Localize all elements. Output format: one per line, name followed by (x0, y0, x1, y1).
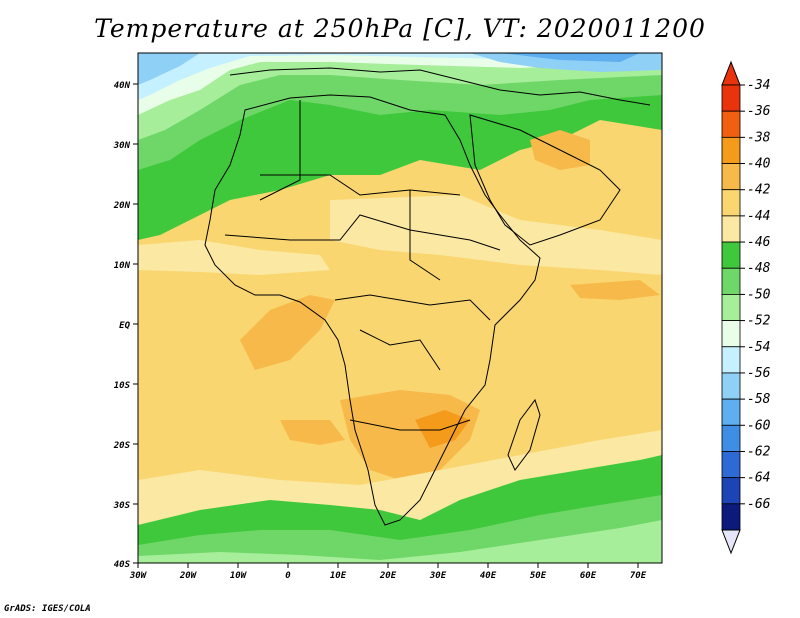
lat-tick-label: 10N (114, 261, 131, 271)
colorbar-cell (721, 267, 741, 295)
colorbar-cell (721, 503, 741, 531)
field-band-north-pale (138, 53, 662, 140)
lon-tick-labels: 30W 20W 10W 0 10E 20E 30E 40E 50E 60E 70… (129, 571, 647, 581)
colorbar-label: -54 (747, 340, 770, 355)
colorbar-cell (721, 215, 741, 243)
border-central (334, 294, 491, 321)
colorbar-cell (721, 372, 741, 400)
colorbar-cell (721, 477, 741, 505)
colorbar: -34 -36 -38 -40 -42 -44 -46 -48 -50 -52 -54 -56 -58 -… (721, 60, 771, 555)
colorbar-label: -48 (747, 261, 771, 276)
colorbar-label: -36 (747, 104, 771, 119)
field-band-north-blue (138, 53, 200, 85)
arabia-coastline (469, 114, 621, 246)
border-congo (359, 329, 441, 371)
lat-tick-label: 10S (114, 381, 131, 391)
field-band-south-pale (138, 520, 662, 563)
colorbar-label: -58 (747, 392, 771, 407)
colorbar-label: -34 (747, 78, 770, 93)
coastlines (204, 67, 651, 526)
lat-tick-label: 20N (113, 201, 131, 211)
lon-tick-label: 0 (285, 571, 291, 581)
colorbar-bottom-arrow (721, 529, 741, 555)
temperature-field (138, 53, 662, 563)
lon-tick-label: 50E (530, 571, 547, 581)
field-warm-gulf-guinea (240, 295, 335, 370)
colorbar-cell (721, 136, 741, 164)
madagascar-coastline (507, 398, 541, 471)
lat-tick-label: 20S (113, 441, 131, 451)
field-warm-east (570, 280, 660, 300)
lat-tick-label: 30N (113, 141, 131, 151)
lon-tick-label: 20W (179, 571, 198, 581)
field-tropics-pale-west (138, 240, 330, 275)
colorbar-label: -62 (747, 444, 771, 459)
field-tropics-pale-central (330, 195, 662, 275)
colorbar-cell (721, 110, 741, 138)
colorbar-label: -52 (747, 314, 771, 329)
lat-tick-label: 40N (114, 81, 131, 91)
lon-tick-label: 10W (230, 571, 248, 581)
colorbar-cell (721, 320, 741, 348)
lat-tick-label: 40S (114, 560, 131, 570)
colorbar-top-arrow (721, 60, 741, 86)
colorbar-label: -44 (747, 209, 770, 224)
colorbar-label: -42 (747, 183, 771, 198)
lon-tick-label: 10E (330, 571, 347, 581)
plot-frame (137, 52, 663, 564)
border-west-vertical (259, 100, 301, 201)
map-title: Temperature at 250hPa [C], VT: 202001120… (94, 14, 706, 43)
colorbar-cell (721, 163, 741, 191)
colorbar-label: -50 (747, 287, 771, 302)
field-warm-south-atlantic (280, 420, 345, 445)
field-band-north-lightgreen (138, 53, 662, 170)
colorbar-cell (721, 294, 741, 321)
colorbar-cell (721, 241, 741, 269)
credit-text: GrADS: IGES/COLA (4, 604, 91, 614)
lon-tick-label: 60E (580, 571, 597, 581)
colorbar-label: -46 (747, 235, 771, 250)
colorbar-label: -60 (747, 418, 771, 433)
lon-tick-label: 70E (630, 571, 647, 581)
field-band-ne-darkblue (500, 53, 640, 62)
colorbar-cell (721, 84, 741, 112)
colorbar-cell (721, 346, 741, 374)
lon-tick-label: 40E (480, 571, 497, 581)
lon-tick-label: 20E (379, 571, 397, 581)
colorbar-cell (721, 189, 741, 217)
lon-tick-label: 30E (429, 571, 447, 581)
africa-coastline (204, 94, 541, 526)
border-north-africa (260, 174, 461, 196)
border-sudan (409, 190, 441, 281)
colorbar-label: -66 (747, 497, 771, 512)
colorbar-label: -64 (747, 471, 770, 486)
colorbar-label: -40 (747, 157, 771, 172)
lat-tick-label: EQ (119, 321, 130, 331)
lat-tick-label: 30S (113, 501, 131, 511)
border-sahel (224, 214, 501, 251)
colorbar-cell (721, 398, 741, 426)
colorbar-label: -38 (747, 130, 771, 145)
lat-tick-labels: 40N 30N 20N 10N EQ 10S 20S 30S 40S (113, 81, 131, 570)
axis-ticks (133, 83, 639, 568)
lon-tick-label: 30W (129, 571, 148, 581)
colorbar-label: -56 (747, 366, 771, 381)
colorbar-cell (721, 424, 741, 452)
border-south (349, 419, 471, 431)
colorbar-cell (721, 451, 741, 479)
europe-coastline (229, 67, 651, 106)
